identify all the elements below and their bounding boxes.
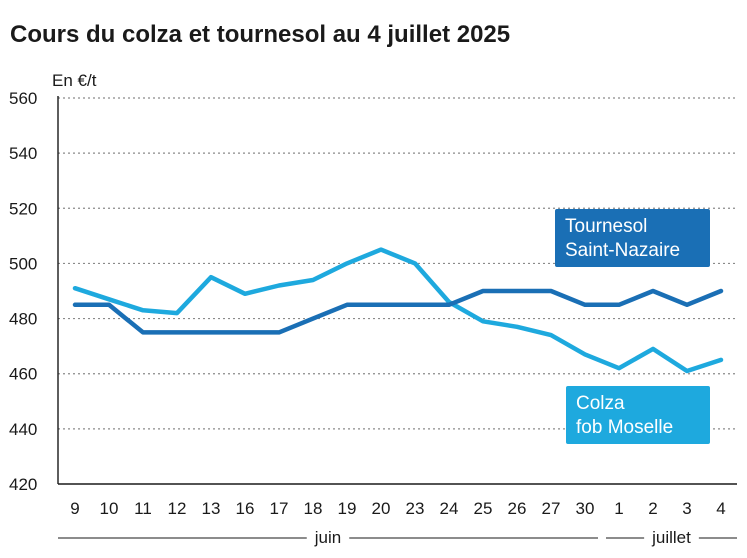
- x-tick-label: 20: [372, 499, 391, 518]
- month-labels: juin juillet: [58, 528, 737, 547]
- x-tick-label: 30: [576, 499, 595, 518]
- x-tick-label: 24: [440, 499, 459, 518]
- legend-label: Colza: [576, 393, 625, 414]
- y-tick-label: 480: [9, 310, 37, 329]
- x-tick-label: 13: [202, 499, 221, 518]
- x-tick-label: 9: [70, 499, 79, 518]
- x-tick-label: 27: [542, 499, 561, 518]
- x-tick-label: 11: [134, 499, 152, 518]
- x-tick-label: 4: [716, 499, 725, 518]
- y-tick-label: 560: [9, 89, 37, 108]
- x-tick-label: 16: [236, 499, 255, 518]
- legend-label: Tournesol: [565, 216, 647, 237]
- x-tick-label: 18: [304, 499, 323, 518]
- x-tick-label: 19: [338, 499, 357, 518]
- x-tick-label: 23: [406, 499, 425, 518]
- y-tick-label: 500: [9, 254, 37, 273]
- legend-box-1: [566, 386, 710, 444]
- y-axis-label: En €/t: [52, 71, 97, 90]
- y-tick-label: 420: [9, 475, 37, 494]
- x-tick-label: 25: [474, 499, 493, 518]
- y-tick-label: 520: [9, 199, 37, 218]
- x-tick-labels: 9 10 11 12 13 16 17 18 19 20 23 24 25 26 27 30 1 2 3 4: [70, 499, 725, 518]
- y-tick-label: 460: [9, 365, 37, 384]
- series-line-1: [72, 247, 724, 374]
- legend-label: fob Moselle: [576, 417, 673, 438]
- x-tick-label: 26: [508, 499, 527, 518]
- y-tick-label: 540: [9, 144, 37, 163]
- legend: Tournesol Saint-Nazaire Colza fob Moselle: [555, 209, 710, 444]
- legend-label: Saint-Nazaire: [565, 240, 680, 261]
- x-tick-label: 3: [682, 499, 691, 518]
- legend-box-0: [555, 209, 710, 267]
- y-tick-label: 440: [9, 420, 37, 439]
- chart-title: Cours du colza et tournesol au 4 juillet…: [10, 21, 510, 48]
- x-tick-label: 2: [648, 499, 657, 518]
- x-tick-label: 17: [270, 499, 289, 518]
- month-label: juin: [314, 528, 341, 547]
- y-tick-labels: 420 440 460 480 500 520 540 560: [9, 89, 37, 494]
- x-tick-label: 12: [168, 499, 187, 518]
- x-tick-label: 1: [614, 499, 623, 518]
- series-line-0: [72, 288, 724, 335]
- x-tick-label: 10: [100, 499, 119, 518]
- series-lines: [72, 247, 724, 374]
- month-label: juillet: [651, 528, 691, 547]
